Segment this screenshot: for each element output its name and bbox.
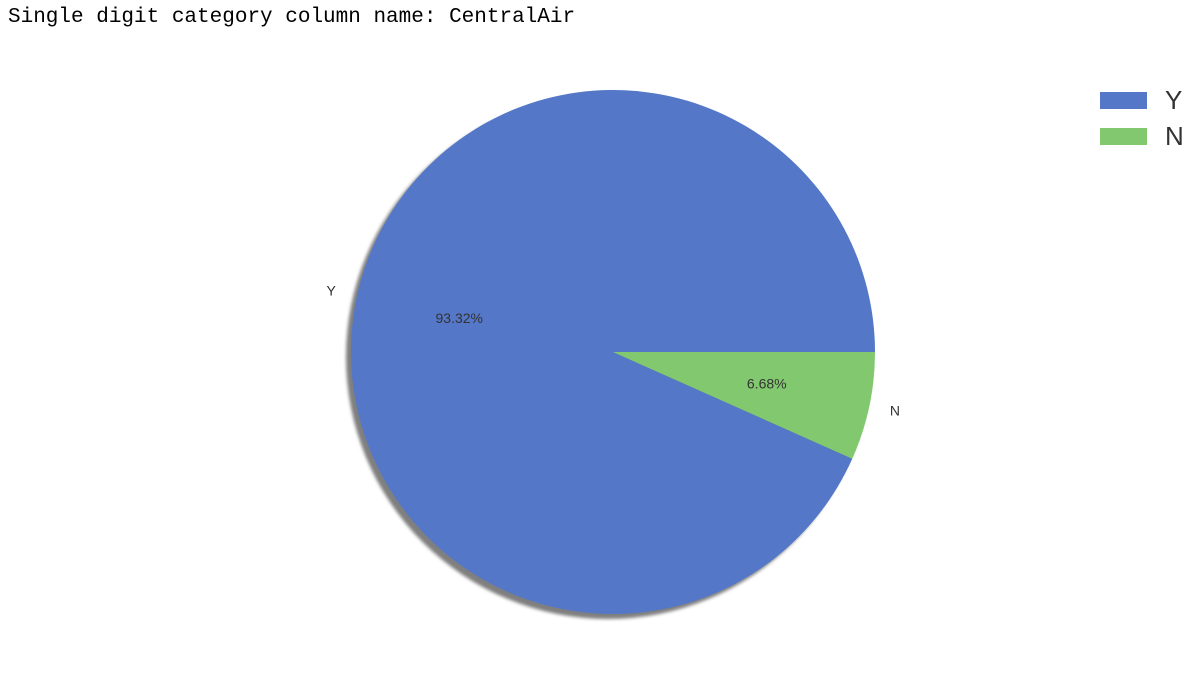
- chart-legend: Y N: [1100, 84, 1184, 156]
- slice-label-n: N: [890, 403, 900, 419]
- legend-label-y: Y: [1165, 84, 1183, 115]
- pie-slice-n: [613, 352, 875, 459]
- legend-item-n: N: [1100, 120, 1184, 152]
- legend-label-n: N: [1165, 120, 1184, 151]
- pct-label-n: 6.68%: [747, 375, 787, 391]
- pie-slice-y: [351, 89, 876, 614]
- pct-label-y: 93.32%: [436, 310, 483, 326]
- slice-label-y: Y: [326, 283, 336, 299]
- legend-swatch-y: [1100, 91, 1147, 109]
- legend-swatch-n: [1100, 127, 1147, 145]
- legend-item-y: Y: [1100, 84, 1184, 116]
- output-heading: Single digit category column name: Centr…: [8, 6, 576, 29]
